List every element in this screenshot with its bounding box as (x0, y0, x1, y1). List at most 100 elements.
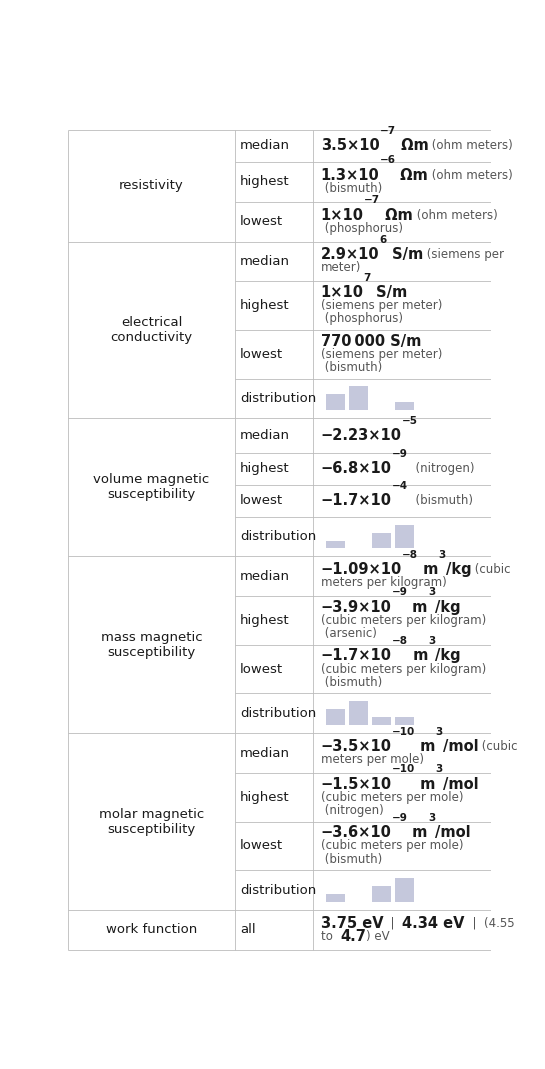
Text: −10: −10 (392, 764, 415, 774)
Text: electrical
conductivity: electrical conductivity (111, 316, 192, 344)
Bar (395, 525, 414, 548)
Text: 1×10: 1×10 (320, 207, 364, 222)
Text: (bismuth): (bismuth) (320, 676, 382, 688)
Text: 4.34 eV: 4.34 eV (402, 916, 465, 931)
Text: highest: highest (240, 299, 289, 312)
Text: (ohm meters): (ohm meters) (428, 139, 513, 153)
Text: meter): meter) (320, 262, 361, 275)
Text: 3: 3 (428, 588, 435, 598)
Text: (phosphorus): (phosphorus) (320, 221, 403, 235)
Bar (395, 717, 414, 725)
Text: median: median (240, 429, 290, 441)
Text: (arsenic): (arsenic) (320, 628, 377, 640)
Bar (395, 878, 414, 902)
Text: (cubic meters per mole): (cubic meters per mole) (320, 839, 463, 852)
Text: lowest: lowest (240, 663, 283, 676)
Bar (349, 387, 367, 410)
Text: (ohm meters): (ohm meters) (428, 169, 513, 182)
Text: (cubic meters per kilogram): (cubic meters per kilogram) (320, 614, 486, 628)
Text: −7: −7 (364, 196, 380, 205)
Text: distribution: distribution (240, 884, 316, 897)
Text: m: m (408, 600, 428, 615)
Text: S/m: S/m (386, 247, 423, 262)
Text: /mol: /mol (443, 739, 478, 754)
Text: lowest: lowest (240, 215, 283, 228)
Text: /mol: /mol (435, 825, 471, 840)
Text: Ωm: Ωm (396, 168, 428, 183)
Text: lowest: lowest (240, 347, 283, 360)
Text: −3.9×10: −3.9×10 (320, 600, 391, 615)
Text: highest: highest (240, 614, 289, 628)
Text: S/m: S/m (371, 285, 407, 300)
Text: (bismuth): (bismuth) (408, 494, 473, 507)
Text: highest: highest (240, 791, 289, 804)
Text: to: to (320, 930, 340, 943)
Bar (326, 394, 344, 410)
Bar (372, 532, 391, 548)
Text: Ωm: Ωm (380, 207, 413, 222)
Text: 3: 3 (435, 727, 443, 737)
Text: /kg: /kg (446, 562, 471, 577)
Text: m: m (415, 739, 435, 754)
Bar (372, 717, 391, 725)
Text: Ωm: Ωm (396, 139, 428, 154)
Text: distribution: distribution (240, 707, 316, 719)
Text: resistivity: resistivity (119, 180, 184, 192)
Text: lowest: lowest (240, 494, 283, 507)
Text: (siemens per: (siemens per (423, 248, 504, 261)
Text: 3.5×10: 3.5×10 (320, 139, 379, 154)
Text: m: m (418, 562, 438, 577)
Text: distribution: distribution (240, 530, 316, 543)
Text: −6.8×10: −6.8×10 (320, 461, 392, 476)
Text: 3.75 eV: 3.75 eV (320, 916, 383, 931)
Bar (372, 886, 391, 902)
Text: work function: work function (106, 924, 197, 936)
Text: 4.7: 4.7 (340, 929, 366, 944)
Text: −9: −9 (392, 449, 408, 459)
Text: highest: highest (240, 175, 289, 188)
Text: −3.6×10: −3.6×10 (320, 825, 391, 840)
Text: −10: −10 (392, 727, 415, 737)
Text: (phosphorus): (phosphorus) (320, 312, 403, 325)
Text: (cubic meters per mole): (cubic meters per mole) (320, 791, 463, 804)
Text: meters per mole): meters per mole) (320, 754, 423, 766)
Text: all: all (240, 924, 256, 936)
Bar (326, 894, 344, 902)
Text: (siemens per meter): (siemens per meter) (320, 347, 442, 360)
Text: −8: −8 (392, 636, 408, 646)
Text: /mol: /mol (443, 777, 479, 792)
Text: (nitrogen): (nitrogen) (408, 462, 474, 475)
Text: −2.23×10: −2.23×10 (320, 428, 402, 443)
Text: meters per kilogram): meters per kilogram) (320, 576, 446, 589)
Text: molar magnetic
susceptibility: molar magnetic susceptibility (99, 807, 204, 836)
Text: median: median (240, 254, 290, 268)
Text: (cubic: (cubic (471, 563, 511, 576)
Text: −1.09×10: −1.09×10 (320, 562, 402, 577)
Text: 1.3×10: 1.3×10 (320, 168, 379, 183)
Text: 6: 6 (379, 235, 386, 245)
Text: mass magnetic
susceptibility: mass magnetic susceptibility (101, 631, 202, 659)
Text: median: median (240, 746, 290, 760)
Text: 3: 3 (428, 812, 435, 823)
Text: −5: −5 (402, 416, 417, 425)
Text: −4: −4 (392, 481, 408, 491)
Text: m: m (408, 649, 428, 664)
Text: −8: −8 (402, 549, 418, 560)
Text: −9: −9 (391, 812, 408, 823)
Text: volume magnetic
susceptibility: volume magnetic susceptibility (93, 474, 210, 501)
Text: 7: 7 (364, 273, 371, 282)
Text: |: | (383, 917, 402, 930)
Text: /kg: /kg (435, 649, 461, 664)
Text: (cubic: (cubic (478, 740, 518, 753)
Text: lowest: lowest (240, 839, 283, 852)
Text: 1×10: 1×10 (320, 285, 364, 300)
Bar (326, 541, 344, 548)
Text: /kg: /kg (435, 600, 461, 615)
Text: −9: −9 (391, 588, 408, 598)
Text: (ohm meters): (ohm meters) (413, 208, 498, 221)
Text: median: median (240, 139, 290, 153)
Text: 3: 3 (435, 764, 443, 774)
Text: m: m (408, 825, 428, 840)
Text: |  (4.55: | (4.55 (465, 917, 514, 930)
Bar (395, 402, 414, 410)
